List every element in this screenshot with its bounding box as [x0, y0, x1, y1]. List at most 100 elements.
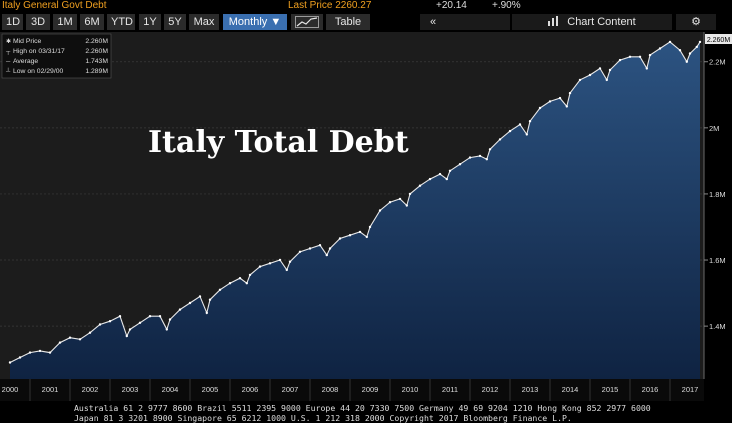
legend-label-mid-price: Mid Price	[13, 38, 42, 45]
series-point	[478, 154, 482, 158]
double-chevron-left-icon: «	[430, 16, 437, 28]
period-1d-button[interactable]: 1D	[2, 14, 23, 30]
series-point	[78, 338, 82, 341]
series-point	[358, 230, 362, 234]
series-point	[128, 328, 132, 331]
series-point	[558, 96, 562, 100]
x-tick-label: 2003	[122, 385, 139, 394]
series-point	[348, 234, 352, 237]
x-tick-label: 2014	[562, 385, 579, 394]
legend-value-low: 1.289M	[85, 68, 108, 75]
y-tick-label: 1.6M	[709, 256, 726, 265]
period-3d-button[interactable]: 3D	[26, 14, 50, 30]
series-point	[568, 91, 572, 95]
series-point	[58, 341, 62, 344]
series-point	[108, 320, 112, 323]
x-tick-label: 2017	[682, 385, 699, 394]
x-tick-label: 2004	[162, 385, 179, 394]
legend-low-icon: ┴	[5, 67, 11, 75]
legend-box: ✱ Mid Price 2.260M ┬ High on 03/31/17 2.…	[1, 33, 112, 79]
legend-value-high: 2.260M	[85, 48, 108, 55]
series-point	[138, 321, 142, 324]
series-point	[48, 351, 52, 354]
series-point	[218, 288, 222, 291]
series-point	[498, 138, 502, 141]
series-point	[148, 315, 152, 318]
series-point	[228, 282, 232, 285]
series-point	[698, 40, 702, 44]
y-tick-label: 2M	[709, 124, 719, 133]
last-price: Last Price 2260.27	[288, 0, 372, 11]
period-5y-button[interactable]: 5Y	[164, 14, 186, 30]
series-point	[208, 298, 212, 301]
period-1m-button[interactable]: 1M	[53, 14, 77, 30]
series-point	[685, 60, 688, 63]
table-button[interactable]: Table	[326, 14, 370, 30]
legend-label-low: Low on 02/29/00	[13, 68, 63, 75]
debt-area-fill	[10, 41, 700, 380]
series-point	[18, 356, 22, 359]
series-point	[678, 49, 682, 52]
series-point	[418, 184, 422, 187]
debt-series-line	[9, 41, 701, 363]
series-point	[548, 100, 552, 103]
series-point	[578, 78, 582, 82]
x-tick-label: 2006	[242, 385, 259, 394]
series-point	[118, 315, 122, 318]
series-point	[565, 105, 568, 108]
y-axis-ticks: 1.4M 1.6M 1.8M 2M 2.2M	[704, 58, 726, 331]
series-point	[608, 68, 612, 72]
series-point	[308, 247, 312, 250]
chart-type-button[interactable]	[291, 14, 323, 30]
series-point	[695, 45, 698, 49]
bar-chart-icon	[548, 16, 559, 26]
series-point	[205, 311, 208, 315]
footer-contact-line-2: Japan 81 3 3201 8900 Singapore 65 6212 1…	[74, 413, 572, 423]
series-point	[508, 129, 512, 133]
last-value-label: 2.260M	[707, 37, 731, 44]
frequency-dropdown[interactable]: Monthly ▼	[223, 14, 287, 30]
series-point	[448, 169, 452, 172]
series-point	[248, 273, 252, 277]
series-point	[488, 148, 492, 151]
y-tick-label: 1.8M	[709, 190, 726, 199]
series-point	[468, 156, 472, 159]
x-tick-label: 2001	[42, 385, 59, 394]
chart-content-button[interactable]: Chart Content	[512, 14, 672, 30]
x-tick-label: 2008	[322, 385, 339, 394]
period-6m-button[interactable]: 6M	[80, 14, 104, 30]
x-tick-label: 2012	[482, 385, 499, 394]
period-1y-button[interactable]: 1Y	[139, 14, 161, 30]
collapse-button[interactable]: «	[420, 14, 510, 30]
series-point	[598, 67, 602, 70]
series-point	[485, 158, 488, 161]
last-value-tag: 2.260M	[705, 34, 732, 44]
series-point	[368, 225, 372, 229]
x-axis-band	[0, 379, 704, 401]
period-max-button[interactable]: Max	[189, 14, 219, 30]
series-point	[668, 40, 672, 44]
series-point	[88, 331, 92, 334]
series-point	[328, 247, 332, 250]
series-point	[398, 197, 402, 201]
x-tick-label: 2007	[282, 385, 299, 394]
legend-marker-icon: ✱	[6, 38, 11, 45]
series-point	[538, 106, 542, 110]
series-point	[325, 253, 328, 257]
series-point	[428, 177, 432, 181]
series-point	[165, 328, 168, 331]
series-point	[658, 47, 662, 50]
period-ytd-button[interactable]: YTD	[107, 14, 135, 30]
x-tick-label: 2010	[402, 385, 419, 394]
x-tick-label: 2002	[82, 385, 99, 394]
series-point	[188, 301, 192, 305]
footer-contact-line-1: Australia 61 2 9777 8600 Brazil 5511 239…	[74, 403, 651, 413]
series-point	[588, 73, 592, 77]
series-point	[365, 235, 368, 239]
series-point	[318, 244, 322, 247]
series-point	[158, 315, 162, 318]
series-point	[525, 133, 528, 136]
settings-button[interactable]: ⚙	[676, 14, 716, 30]
price-change: +20.14	[436, 0, 467, 11]
